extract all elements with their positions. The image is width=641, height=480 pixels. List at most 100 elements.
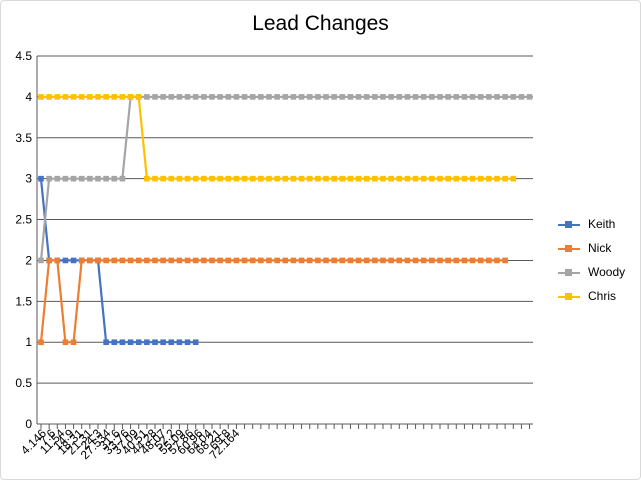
data-point-chris <box>152 175 158 182</box>
data-point-nick <box>258 257 264 264</box>
data-point-chris <box>70 94 77 100</box>
data-point-chris <box>38 94 44 100</box>
data-point-woody <box>510 94 517 100</box>
data-point-woody <box>315 94 321 100</box>
data-point-nick <box>469 257 476 264</box>
data-point-chris <box>46 94 52 100</box>
data-point-chris <box>258 175 264 182</box>
data-point-woody <box>225 94 232 100</box>
chart-legend: Keith Nick Woody Chris <box>558 216 638 312</box>
data-point-woody <box>249 94 256 100</box>
data-point-nick <box>429 257 435 264</box>
data-point-chris <box>119 94 126 100</box>
y-tick-label: 2 <box>25 253 32 267</box>
data-point-chris <box>87 94 93 100</box>
data-point-chris <box>412 175 419 182</box>
data-point-woody <box>461 94 468 100</box>
data-point-nick <box>282 257 289 264</box>
data-point-nick <box>201 257 207 264</box>
data-point-chris <box>209 175 215 182</box>
data-point-chris <box>363 175 370 182</box>
data-point-nick <box>274 257 280 264</box>
data-point-nick <box>225 257 232 264</box>
data-point-nick <box>323 257 329 264</box>
data-point-woody <box>290 94 297 100</box>
data-point-woody <box>241 94 248 100</box>
data-point-keith <box>176 339 183 346</box>
data-point-chris <box>95 94 101 100</box>
data-point-nick <box>135 257 142 264</box>
data-point-woody <box>445 94 451 100</box>
data-point-woody <box>184 94 191 100</box>
legend-item-keith: Keith <box>558 216 638 240</box>
data-point-chris <box>494 175 500 182</box>
data-point-chris <box>429 175 435 182</box>
data-point-nick <box>339 257 346 264</box>
data-point-nick <box>111 257 118 264</box>
data-point-chris <box>331 175 337 182</box>
chart-title: Lead Changes <box>252 12 389 35</box>
data-point-woody <box>70 175 77 182</box>
data-point-nick <box>388 257 394 264</box>
data-point-woody <box>258 94 264 100</box>
data-point-nick <box>176 257 183 264</box>
legend-label: Keith <box>588 217 616 231</box>
data-point-nick <box>184 257 191 264</box>
data-point-nick <box>119 257 126 264</box>
data-point-woody <box>355 94 362 100</box>
data-point-chris <box>176 175 183 182</box>
data-point-woody <box>62 175 69 182</box>
data-point-woody <box>282 94 289 100</box>
data-point-chris <box>241 175 248 182</box>
data-point-chris <box>201 175 207 182</box>
data-point-chris <box>339 175 346 182</box>
data-point-keith <box>111 339 118 346</box>
data-point-chris <box>217 175 223 182</box>
data-point-nick <box>404 257 411 264</box>
data-point-nick <box>380 257 386 264</box>
data-point-woody <box>331 94 337 100</box>
data-point-chris <box>249 175 256 182</box>
legend-marker-icon <box>565 245 572 252</box>
data-point-woody <box>298 94 305 100</box>
y-tick-label: 3.5 <box>15 131 32 145</box>
data-point-nick <box>502 257 508 264</box>
data-point-woody <box>217 94 223 100</box>
data-point-nick <box>95 257 101 264</box>
data-point-woody <box>144 94 150 100</box>
data-point-chris <box>127 94 134 100</box>
data-point-nick <box>372 257 378 264</box>
data-point-chris <box>510 175 517 182</box>
data-point-woody <box>477 94 484 100</box>
data-point-nick <box>38 339 44 346</box>
y-tick-label: 0.5 <box>15 376 32 390</box>
data-point-woody <box>168 94 175 100</box>
data-point-woody <box>518 94 525 100</box>
data-point-chris <box>420 175 427 182</box>
data-point-nick <box>152 257 158 264</box>
data-point-keith <box>168 339 175 346</box>
legend-label: Nick <box>588 241 612 255</box>
data-point-chris <box>347 175 354 182</box>
data-point-nick <box>306 257 313 264</box>
data-point-chris <box>290 175 297 182</box>
series-line-nick <box>39 259 506 344</box>
data-point-nick <box>62 339 69 346</box>
data-point-chris <box>486 175 492 182</box>
data-point-woody <box>201 94 207 100</box>
data-point-nick <box>477 257 484 264</box>
data-point-woody <box>119 175 126 182</box>
data-point-chris <box>111 94 118 100</box>
data-point-nick <box>70 339 77 346</box>
data-point-chris <box>355 175 362 182</box>
data-point-nick <box>144 257 150 264</box>
data-point-nick <box>331 257 337 264</box>
data-point-woody <box>420 94 427 100</box>
data-point-chris <box>477 175 484 182</box>
data-point-nick <box>78 257 85 264</box>
data-point-nick <box>363 257 370 264</box>
y-tick-label: 0 <box>25 417 32 431</box>
data-point-woody <box>502 94 508 100</box>
